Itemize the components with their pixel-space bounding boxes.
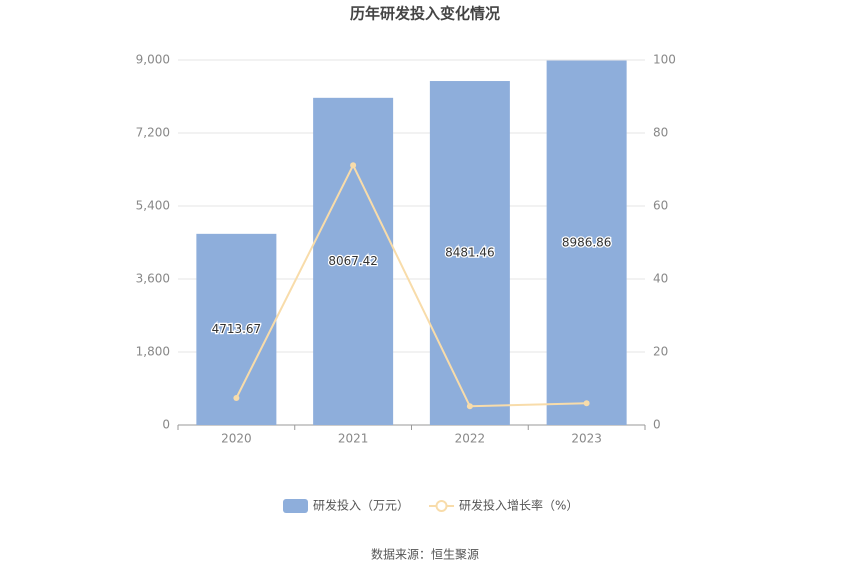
value-label: 8067.42 — [328, 254, 378, 268]
legend-swatch — [283, 499, 308, 513]
y-tick-label: 9,000 — [136, 53, 170, 67]
line — [235, 163, 587, 408]
legend-label: 研发投入增长率（%） — [459, 498, 578, 513]
legend-label: 研发投入（万元） — [313, 498, 409, 513]
line-point — [466, 403, 473, 410]
source: 数据来源：恒生聚源 — [371, 547, 479, 562]
y2-tick-label: 40 — [653, 272, 668, 286]
value-label: 8481.46 — [445, 246, 495, 260]
y-tick-label: 5,400 — [136, 199, 170, 213]
y2-tick-label: 100 — [653, 53, 676, 67]
y2-tick-label: 60 — [653, 199, 668, 213]
y-tick-label: 1,800 — [136, 345, 170, 359]
bar — [313, 97, 394, 426]
y2-tick-label: 0 — [653, 418, 661, 432]
value-label: 4713.67 — [212, 322, 262, 336]
bar — [546, 60, 627, 426]
y2-tick-label: 20 — [653, 345, 668, 359]
y2-tick-label: 80 — [653, 126, 668, 140]
bar — [429, 81, 510, 426]
y-tick-label: 3,600 — [136, 272, 170, 286]
chart-title: 历年研发投入变化情况 — [350, 5, 500, 23]
line-point — [233, 394, 240, 401]
value-label: 8986.86 — [562, 235, 612, 249]
legend-swatch — [435, 500, 448, 512]
x-tick-label: 2020 — [221, 432, 252, 446]
y-tick-label: 0 — [162, 418, 170, 432]
x-tick-label: 2022 — [455, 432, 486, 446]
line-point — [350, 162, 357, 169]
bar — [196, 233, 277, 425]
x-tick-label: 2021 — [338, 432, 369, 446]
line-point — [583, 400, 590, 407]
y-tick-label: 7,200 — [136, 126, 170, 140]
x-tick-label: 2023 — [571, 432, 602, 446]
